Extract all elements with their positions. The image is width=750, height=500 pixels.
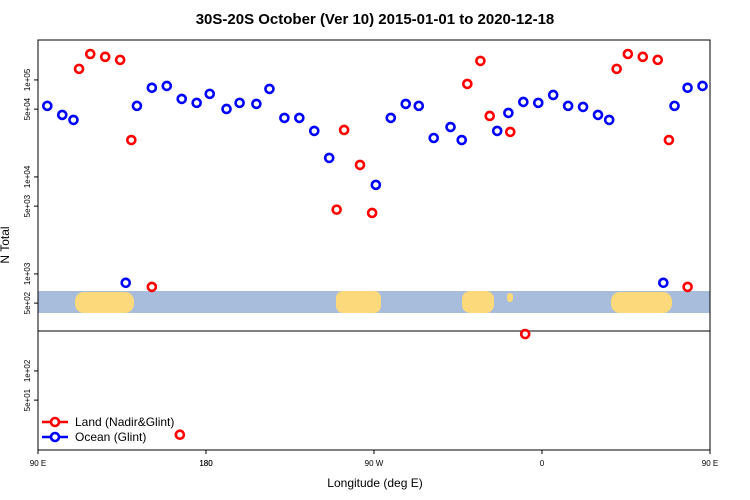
x-tick-label: 180 [199,459,213,468]
point [84,48,96,60]
point [42,100,53,112]
y-tick-label: 5e+02 [23,291,32,314]
point [519,328,531,340]
point [518,96,529,108]
x-tick-label: 90 W [365,459,384,468]
x-tick-label: 0 [540,459,545,468]
point [385,112,397,124]
y-tick-label: 1e+03 [23,262,32,285]
point [146,82,158,94]
map-strip [38,291,710,313]
point [366,207,378,219]
point [73,63,85,75]
point [462,78,473,90]
point [682,281,693,293]
point [611,63,622,75]
point [370,179,382,191]
point [547,89,559,101]
point [682,82,693,94]
point [413,100,425,112]
point [577,101,589,113]
y-tick-label: 5e+01 [23,388,32,411]
point [204,88,216,100]
point [504,126,516,138]
point [331,204,342,215]
y-tick-label: 1e+02 [23,359,32,382]
point [120,277,132,289]
point [56,109,68,121]
y-tick-label: 5e+04 [23,97,32,120]
point [603,114,615,126]
x-tick-label: 180 [199,459,213,468]
point [323,152,335,164]
legend-marker [49,416,61,428]
point [652,54,664,66]
point [503,107,514,119]
point [484,110,496,122]
point [176,93,188,105]
point [131,100,143,112]
point [294,112,305,124]
point [191,97,202,109]
point [234,97,245,109]
point [697,80,708,92]
point [622,48,634,60]
point [99,51,111,63]
point [279,112,290,124]
y-tick-label: 5e+03 [23,194,32,217]
point [428,132,440,144]
point [491,125,503,137]
point [669,100,680,112]
point [663,134,675,146]
point [400,98,412,110]
point [456,134,468,146]
point [475,55,486,67]
point [264,83,275,95]
point [658,277,669,289]
point [637,51,649,63]
y-tick-label: 1e+04 [23,165,32,188]
point [562,100,574,112]
point [114,54,126,66]
legend-label: Ocean (Glint) [75,430,146,444]
point [161,80,173,92]
point [532,97,544,109]
point [68,114,79,126]
point [221,103,232,115]
point [146,281,158,293]
x-tick-label: 90 E [30,459,46,468]
legend-marker [49,431,61,443]
point [592,109,604,121]
point [445,121,456,133]
x-tick-label: 90 E [702,459,718,468]
point [308,125,320,137]
point [174,429,186,441]
y-tick-label: 1e+05 [23,68,32,91]
legend-label: Land (Nadir&Glint) [75,415,174,429]
point [126,134,137,146]
point [251,98,262,110]
chart-title: 30S-20S October (Ver 10) 2015-01-01 to 2… [196,11,555,28]
x-axis-label: Longitude (deg E) [327,476,422,490]
point [354,159,366,171]
point [338,124,350,136]
y-axis-label: N Total [0,226,12,263]
